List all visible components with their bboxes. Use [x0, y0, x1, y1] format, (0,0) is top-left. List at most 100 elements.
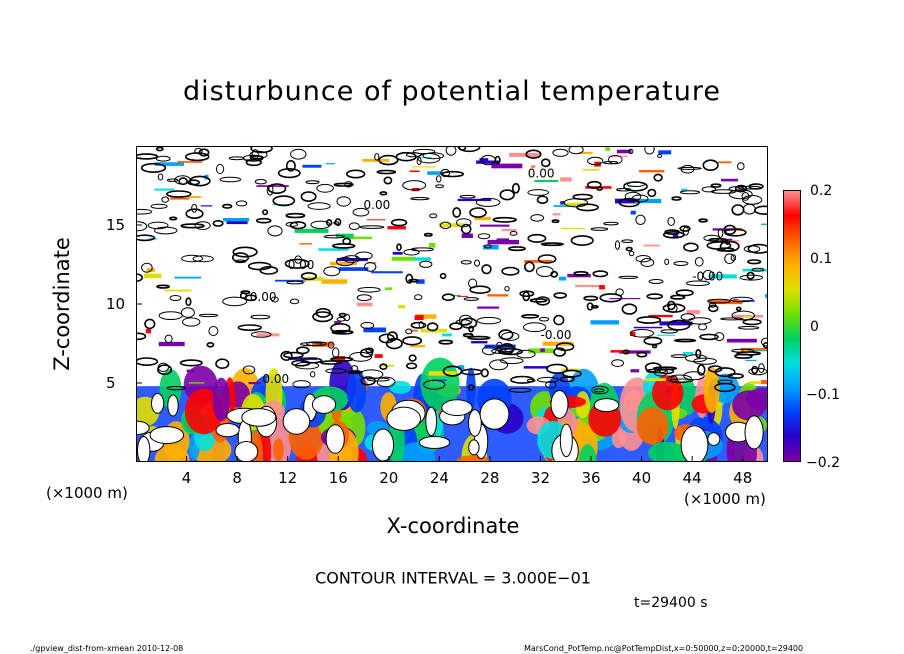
contour-line — [730, 254, 737, 261]
contour-line — [456, 218, 472, 228]
contour-line — [492, 216, 517, 223]
contour-line — [188, 175, 211, 187]
contour-line — [662, 303, 686, 313]
y-axis-label: Z-coordinate — [50, 237, 74, 371]
y-tick-label: 5 — [106, 374, 116, 392]
contour-line — [717, 228, 724, 238]
contour-line — [285, 159, 296, 172]
contour-line — [344, 181, 353, 188]
contour-line — [568, 146, 584, 155]
contour-line — [687, 317, 712, 325]
field-streak — [174, 276, 202, 279]
contour-line — [702, 159, 719, 172]
colorbar-tick-label: −0.2 — [806, 455, 840, 471]
field-streak — [164, 289, 192, 292]
contour-line — [737, 162, 745, 171]
field-streak — [338, 267, 369, 271]
contour-line — [679, 190, 701, 195]
contour-loop — [311, 395, 337, 414]
contour-line — [540, 242, 564, 247]
field-blob — [652, 375, 684, 411]
contour-line — [508, 246, 526, 252]
contour-line — [590, 305, 599, 309]
contour-line — [626, 181, 645, 188]
contour-line — [636, 351, 648, 358]
contour-line — [266, 184, 274, 196]
contour-line — [336, 317, 346, 322]
contour-line — [621, 303, 638, 315]
contour-line — [323, 234, 345, 239]
contour-line — [469, 285, 491, 294]
contour-line — [395, 151, 417, 162]
field-streak — [363, 327, 386, 333]
contour-line — [216, 163, 225, 175]
field-blob — [578, 444, 597, 462]
contour-line — [711, 189, 736, 194]
contour-line — [751, 267, 765, 272]
field-streak — [334, 321, 341, 324]
contour-line — [695, 349, 702, 359]
contour-line — [235, 200, 248, 207]
contour-line — [708, 304, 719, 313]
contour-line — [683, 371, 705, 381]
field-streak — [639, 170, 665, 173]
field-streak — [457, 295, 468, 297]
contour-line — [664, 229, 680, 235]
contour-line — [426, 322, 439, 332]
field-blob — [389, 380, 412, 394]
x-tick-label: 16 — [328, 469, 348, 487]
field-blob — [466, 367, 476, 411]
contour-line — [673, 261, 689, 266]
contour-line — [285, 212, 306, 219]
field-streak — [560, 201, 565, 205]
contour-line — [670, 375, 678, 384]
field-streak — [438, 223, 465, 227]
field-streak — [610, 350, 627, 353]
field-streak — [429, 242, 436, 248]
contour-line — [255, 217, 272, 224]
contour-line — [498, 329, 514, 341]
x-tick-label: 36 — [581, 469, 601, 487]
field-streak — [398, 305, 405, 309]
field-streak — [414, 315, 424, 321]
contour-line — [412, 148, 436, 155]
contour-line — [734, 184, 748, 193]
contour-line — [155, 146, 164, 152]
contour-line — [701, 186, 717, 193]
contour-line — [325, 368, 347, 374]
field-streak — [524, 260, 552, 263]
field-streak — [312, 341, 334, 347]
contour-line — [476, 316, 502, 325]
contour-line — [474, 259, 480, 267]
contour-line — [727, 373, 745, 379]
contour-line — [247, 261, 272, 271]
contour-line — [452, 207, 462, 218]
contour-line — [463, 297, 479, 301]
contour-line — [422, 152, 445, 160]
contour-line — [683, 242, 699, 252]
field-streak — [681, 188, 688, 191]
contour-line — [365, 347, 374, 354]
contour-line — [254, 179, 267, 185]
contour-line — [136, 153, 159, 160]
contour-line — [667, 319, 691, 331]
contour-line — [250, 331, 272, 338]
field-streak — [743, 315, 754, 318]
contour-line — [545, 380, 557, 389]
contour-line — [349, 351, 373, 362]
contour-line — [374, 153, 380, 161]
contour-line — [379, 191, 388, 196]
field-streak — [630, 369, 640, 373]
contour-line — [735, 306, 742, 312]
contour-line — [669, 378, 694, 383]
contour-line — [405, 152, 422, 158]
contour-line — [231, 252, 250, 263]
contour-label: 0.00 — [364, 198, 391, 212]
field-streak — [721, 178, 739, 182]
contour-line — [289, 221, 307, 230]
contour-line — [467, 335, 491, 340]
contour-line — [315, 307, 331, 318]
contour-line — [267, 225, 283, 237]
contour-line — [693, 357, 717, 365]
contour-line — [182, 317, 201, 327]
